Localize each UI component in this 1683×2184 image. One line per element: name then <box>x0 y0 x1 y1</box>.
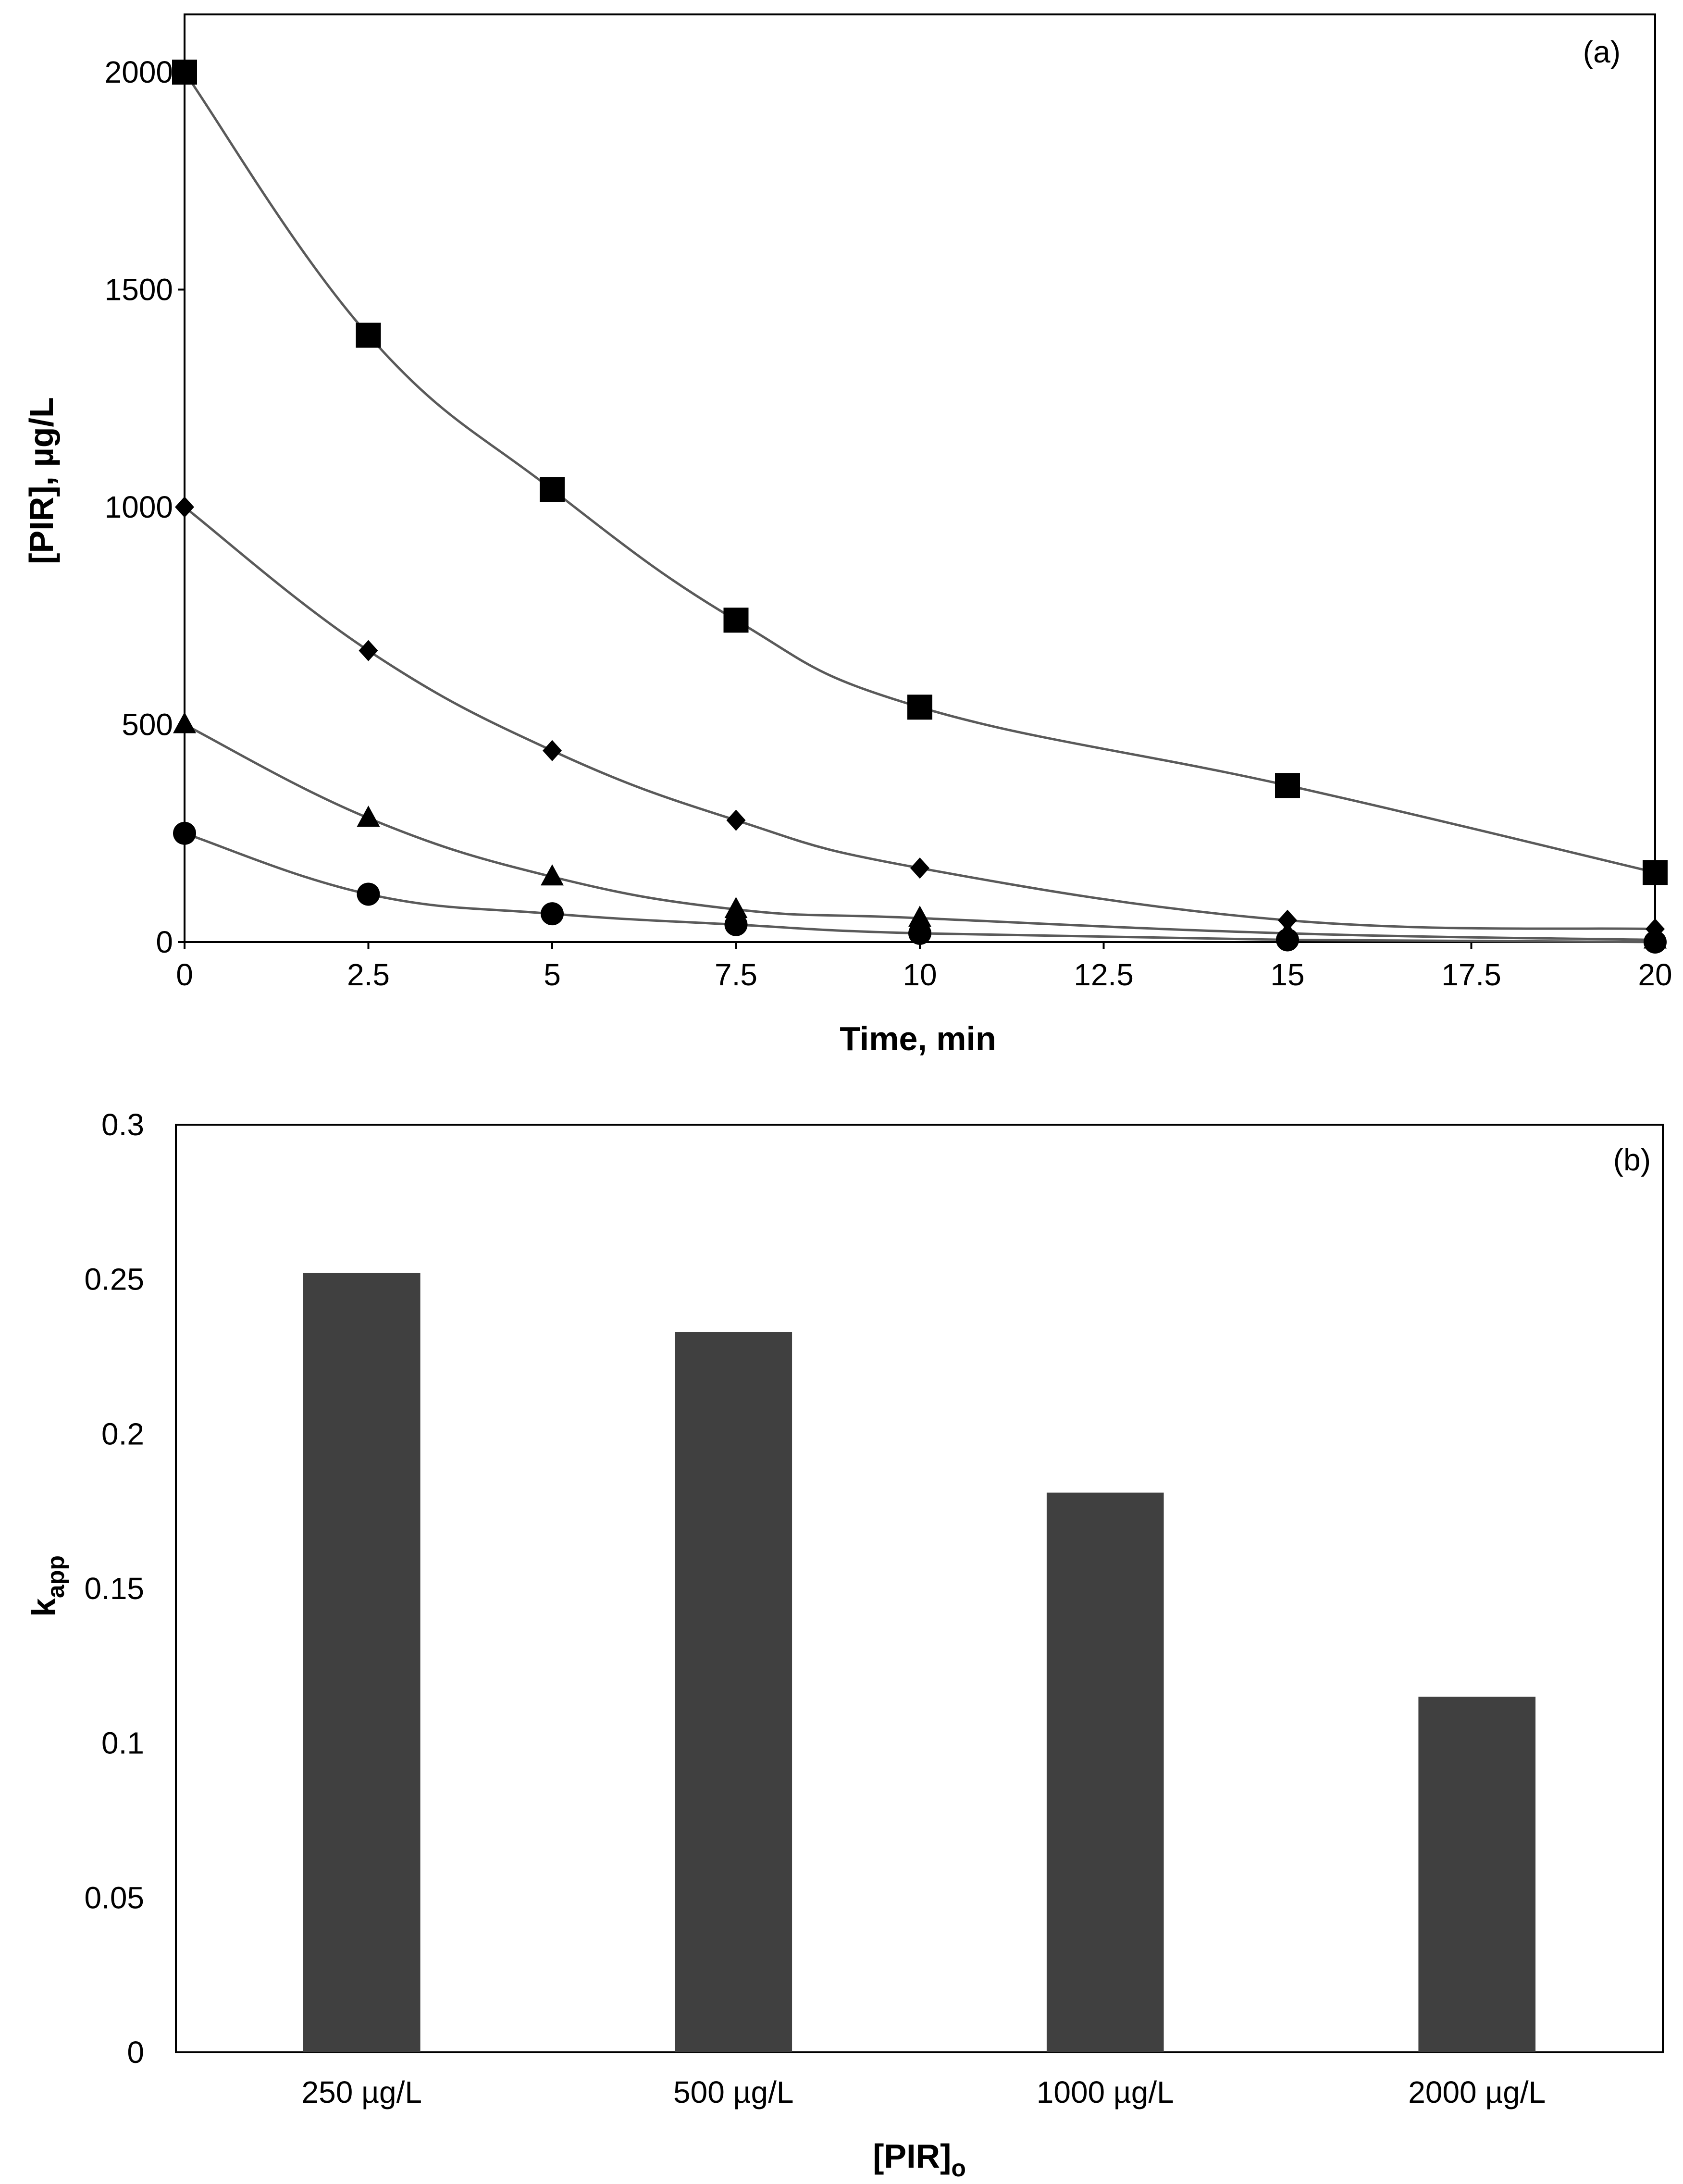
x-tick-label-a: 12.5 <box>1074 957 1134 992</box>
y-tick-label-b: 0 <box>127 2035 144 2070</box>
y-tick-label-a: 2000 <box>105 55 173 89</box>
data-point-2000-g-l <box>1643 860 1668 885</box>
data-point-250-g-l <box>173 821 196 845</box>
data-point-1000-g-l <box>175 496 194 518</box>
y-axis-title-b: kapp <box>25 1555 69 1617</box>
y-axis-title-b-sub: app <box>42 1555 69 1598</box>
category-label-1000-g-l: 1000 µg/L <box>1037 2075 1174 2110</box>
y-tick-label-b: 0.2 <box>101 1416 144 1451</box>
y-tick-label-b: 0.1 <box>101 1726 144 1761</box>
x-tick-label-a: 0 <box>176 957 193 992</box>
bar-chart-panel-b: (b) 0 0.05 0.1 0.15 0.2 0.25 0.3 250 µg/L 500 µ… <box>25 1107 1664 2182</box>
x-tick-label-a: 17.5 <box>1441 957 1501 992</box>
series-line-2000-g-l <box>183 71 1656 874</box>
data-point-250-g-l <box>724 913 748 936</box>
y-tick-label-a: 0 <box>156 925 173 959</box>
x-tick-label-a: 5 <box>544 957 561 992</box>
y-axis-title-a: [PIR], µg/L <box>23 397 60 564</box>
x-axis-title-b-main: [PIR] <box>873 2137 951 2175</box>
y-axis-title-b-main: k <box>25 1598 62 1617</box>
x-tick-label-a: 15 <box>1270 957 1304 992</box>
data-point-1000-g-l <box>543 740 562 761</box>
data-point-250-g-l <box>1644 931 1667 954</box>
y-tick-label-a: 1000 <box>105 490 173 524</box>
series-250-g-l <box>173 821 1667 954</box>
data-point-2000-g-l <box>172 60 197 85</box>
bars-b <box>303 1273 1536 2052</box>
x-axis-title-a: Time, min <box>840 1020 996 1057</box>
y-tick-label-b: 0.15 <box>84 1571 144 1606</box>
panel-label-b: (b) <box>1613 1142 1651 1177</box>
data-point-500-g-l <box>173 712 196 733</box>
data-point-1000-g-l <box>1278 909 1297 931</box>
y-tick-label-b: 0.3 <box>101 1107 144 1142</box>
bar-500-g-l <box>675 1332 792 2052</box>
data-point-250-g-l <box>1276 928 1299 952</box>
data-point-1000-g-l <box>359 640 378 661</box>
plot-frame-a <box>184 13 1656 943</box>
category-label-500-g-l: 500 µg/L <box>673 2075 793 2110</box>
data-point-250-g-l <box>541 902 564 926</box>
category-label-250-g-l: 250 µg/L <box>302 2075 422 2110</box>
y-axis-ticks-a: 0 500 1000 1500 2000 <box>105 55 185 959</box>
x-axis-title-b-sub: o <box>951 2155 966 2182</box>
series-line-500-g-l <box>184 723 1656 941</box>
data-point-500-g-l <box>541 864 564 886</box>
data-point-250-g-l <box>908 921 931 945</box>
y-tick-label-b: 0.05 <box>84 1880 144 1915</box>
data-point-250-g-l <box>357 882 380 906</box>
data-point-2000-g-l <box>723 608 749 633</box>
bar-250-g-l <box>303 1273 421 2052</box>
data-point-2000-g-l <box>540 477 565 502</box>
series-2000-g-l <box>172 60 1668 885</box>
x-tick-label-a: 2.5 <box>347 957 390 992</box>
y-tick-label-a: 1500 <box>105 273 173 307</box>
data-point-2000-g-l <box>356 323 381 348</box>
data-point-2000-g-l <box>907 695 932 720</box>
plot-frame-b <box>175 1124 1664 2053</box>
x-tick-label-a: 7.5 <box>715 957 757 992</box>
line-chart-panel-a: (a) 0 500 1000 1500 2000 0 2.5 5 7.5 10 12.5 15 17.… <box>23 13 1672 1057</box>
category-labels-b: 250 µg/L 500 µg/L 1000 µg/L 2000 µg/L <box>302 2075 1546 2110</box>
x-axis-ticks-a: 0 2.5 5 7.5 10 12.5 15 17.5 20 <box>176 942 1672 992</box>
data-point-1000-g-l <box>910 857 929 879</box>
data-point-500-g-l <box>357 806 380 827</box>
category-label-2000-g-l: 2000 µg/L <box>1408 2075 1546 2110</box>
bar-1000-g-l <box>1046 1492 1164 2052</box>
data-point-1000-g-l <box>726 809 746 831</box>
x-tick-label-a: 10 <box>903 957 937 992</box>
bar-2000-g-l <box>1418 1697 1536 2052</box>
series-group-a <box>172 60 1668 954</box>
x-tick-label-a: 20 <box>1638 957 1672 992</box>
data-point-2000-g-l <box>1275 773 1300 798</box>
y-axis-ticks-b: 0 0.05 0.1 0.15 0.2 0.25 0.3 <box>84 1107 144 2070</box>
x-axis-title-b: [PIR]o <box>873 2137 966 2182</box>
y-tick-label-a: 500 <box>122 707 173 742</box>
data-point-500-g-l <box>724 897 748 918</box>
panel-label-a: (a) <box>1583 35 1621 69</box>
data-point-500-g-l <box>908 906 931 927</box>
y-tick-label-b: 0.25 <box>84 1262 144 1297</box>
series-500-g-l <box>173 712 1667 949</box>
